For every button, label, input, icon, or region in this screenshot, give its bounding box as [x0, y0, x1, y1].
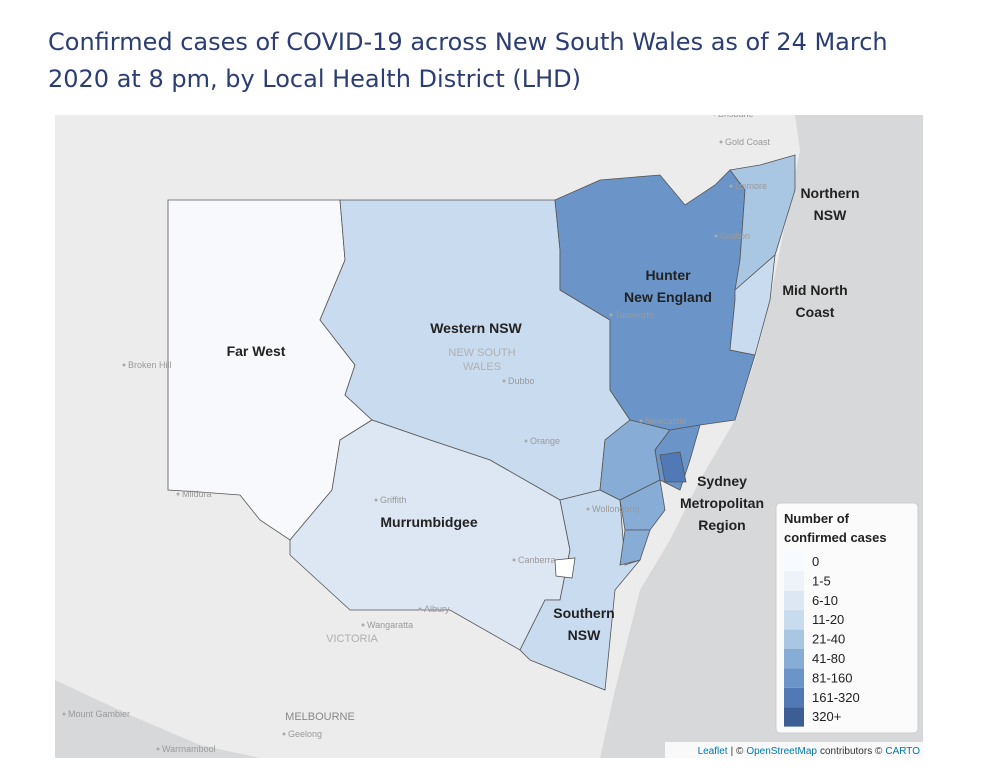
- place-label: Orange: [530, 436, 560, 446]
- district: [659, 451, 687, 483]
- place-label: Dubbo: [508, 376, 535, 386]
- legend-swatch: [784, 707, 804, 727]
- place-label: Albury: [424, 604, 450, 614]
- place-label: Gold Coast: [725, 137, 771, 147]
- attribution: Leaflet | © OpenStreetMap contributors © CAR…: [698, 746, 921, 757]
- attribution-text: contributors ©: [820, 746, 883, 757]
- place-label: Geelong: [288, 729, 322, 739]
- state-label: VICTORIA: [326, 633, 378, 645]
- legend-title: Number of: [784, 511, 850, 526]
- place-label: Mildura: [182, 489, 212, 499]
- place-dot: [729, 184, 733, 188]
- place-dot: [639, 419, 643, 423]
- place-dot: [374, 498, 378, 502]
- sydney-sub-districts: [554, 424, 701, 579]
- legend-label: 21-40: [812, 632, 845, 647]
- legend-label: 41-80: [812, 651, 845, 666]
- place-label: Tamworth: [615, 310, 654, 320]
- legend-label: 81-160: [812, 670, 852, 685]
- district: [619, 529, 651, 566]
- region[interactable]: [289, 419, 571, 651]
- legend-swatch: [784, 687, 804, 708]
- region-label: Coast: [796, 304, 835, 320]
- place-dot: [714, 234, 718, 238]
- legend-swatch: [784, 552, 804, 572]
- legend-label: 0: [812, 554, 819, 569]
- map[interactable]: Brisbane Gold Coast Lismore Grafton Tamworth…: [55, 109, 923, 758]
- state-label: NEW SOUTH: [448, 347, 515, 359]
- place-dot: [512, 558, 516, 562]
- legend: [775, 502, 919, 734]
- region[interactable]: [729, 254, 776, 356]
- place-dot: [282, 732, 286, 736]
- place-label: Brisbane: [718, 109, 754, 119]
- place-label: Grafton: [720, 231, 750, 241]
- title: 2020 at 8 pm, by Local Health District (…: [48, 65, 581, 93]
- title: Confirmed cases of COVID-19 across New S…: [48, 28, 888, 56]
- legend-label: 6-10: [812, 593, 838, 608]
- place-label: Mount Gambier: [68, 709, 130, 719]
- region-label: Western NSW: [430, 320, 522, 336]
- region-label: Region: [698, 517, 745, 533]
- region-label: Hunter: [645, 267, 691, 283]
- region-label: Metropolitan: [680, 495, 764, 511]
- legend-swatch: [784, 571, 804, 591]
- place-dot: [712, 115, 716, 116]
- ocean: [55, 680, 260, 758]
- legend-title: confirmed cases: [784, 530, 887, 545]
- legend-label: 161-320: [812, 690, 860, 705]
- place-dot: [609, 313, 613, 317]
- place-dot: [502, 379, 506, 383]
- place-dot: [586, 507, 590, 511]
- region-label: Southern: [553, 605, 614, 621]
- attribution-link[interactable]: Leaflet: [698, 746, 728, 757]
- legend-label: 11-20: [812, 612, 844, 627]
- place-dot: [176, 492, 180, 496]
- place-dot: [62, 712, 66, 716]
- place-dot: [122, 363, 126, 367]
- place-dot: [156, 747, 160, 751]
- legend-swatch: [784, 629, 804, 649]
- legend-swatch: [784, 590, 804, 611]
- legend-label: 1-5: [812, 573, 831, 588]
- legend-swatch: [784, 668, 804, 688]
- region-label: NSW: [568, 627, 601, 643]
- place-label: Wangaratta: [367, 620, 413, 630]
- attribution-link[interactable]: OpenStreetMap: [746, 746, 817, 757]
- legend-swatch: [784, 649, 804, 669]
- place-label: Broken Hill: [128, 360, 172, 370]
- city-label: MELBOURNE: [285, 711, 355, 723]
- region-label: Murrumbidgee: [380, 514, 477, 530]
- region-label: Northern: [800, 185, 859, 201]
- region-label: NSW: [814, 207, 847, 223]
- attribution-link[interactable]: CARTO: [885, 746, 920, 757]
- place-label: Newcastle: [645, 416, 687, 426]
- legend-label: 320+: [812, 709, 841, 724]
- place-dot: [524, 439, 528, 443]
- region-label: Far West: [227, 343, 286, 359]
- place-label: Wollongong: [592, 504, 639, 514]
- place-label: Warrnambool: [162, 744, 216, 754]
- state-label: WALES: [463, 361, 501, 373]
- attribution-bg: [665, 742, 923, 758]
- place-dot: [361, 623, 365, 627]
- region-label: Sydney: [697, 473, 747, 489]
- legend-swatch: [784, 610, 804, 630]
- place-label: Lismore: [735, 181, 767, 191]
- act: [554, 557, 576, 579]
- place-dot: [418, 607, 422, 611]
- attribution-text: | ©: [731, 746, 744, 757]
- region-label: Mid North: [782, 282, 847, 298]
- place-label: Canberra: [518, 555, 556, 565]
- place-dot: [719, 140, 723, 144]
- place-label: Griffith: [380, 495, 406, 505]
- region-label: New England: [624, 289, 712, 305]
